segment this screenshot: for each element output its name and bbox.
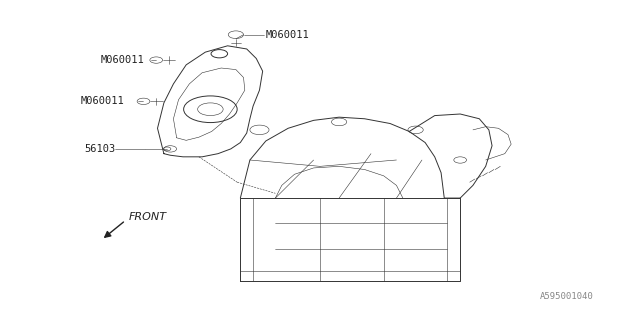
Text: FRONT: FRONT bbox=[129, 212, 167, 222]
Text: M060011: M060011 bbox=[266, 30, 310, 40]
Text: 56103: 56103 bbox=[84, 144, 115, 154]
Text: M060011: M060011 bbox=[100, 55, 144, 65]
Text: M060011: M060011 bbox=[81, 96, 125, 106]
Text: A595001040: A595001040 bbox=[540, 292, 594, 301]
